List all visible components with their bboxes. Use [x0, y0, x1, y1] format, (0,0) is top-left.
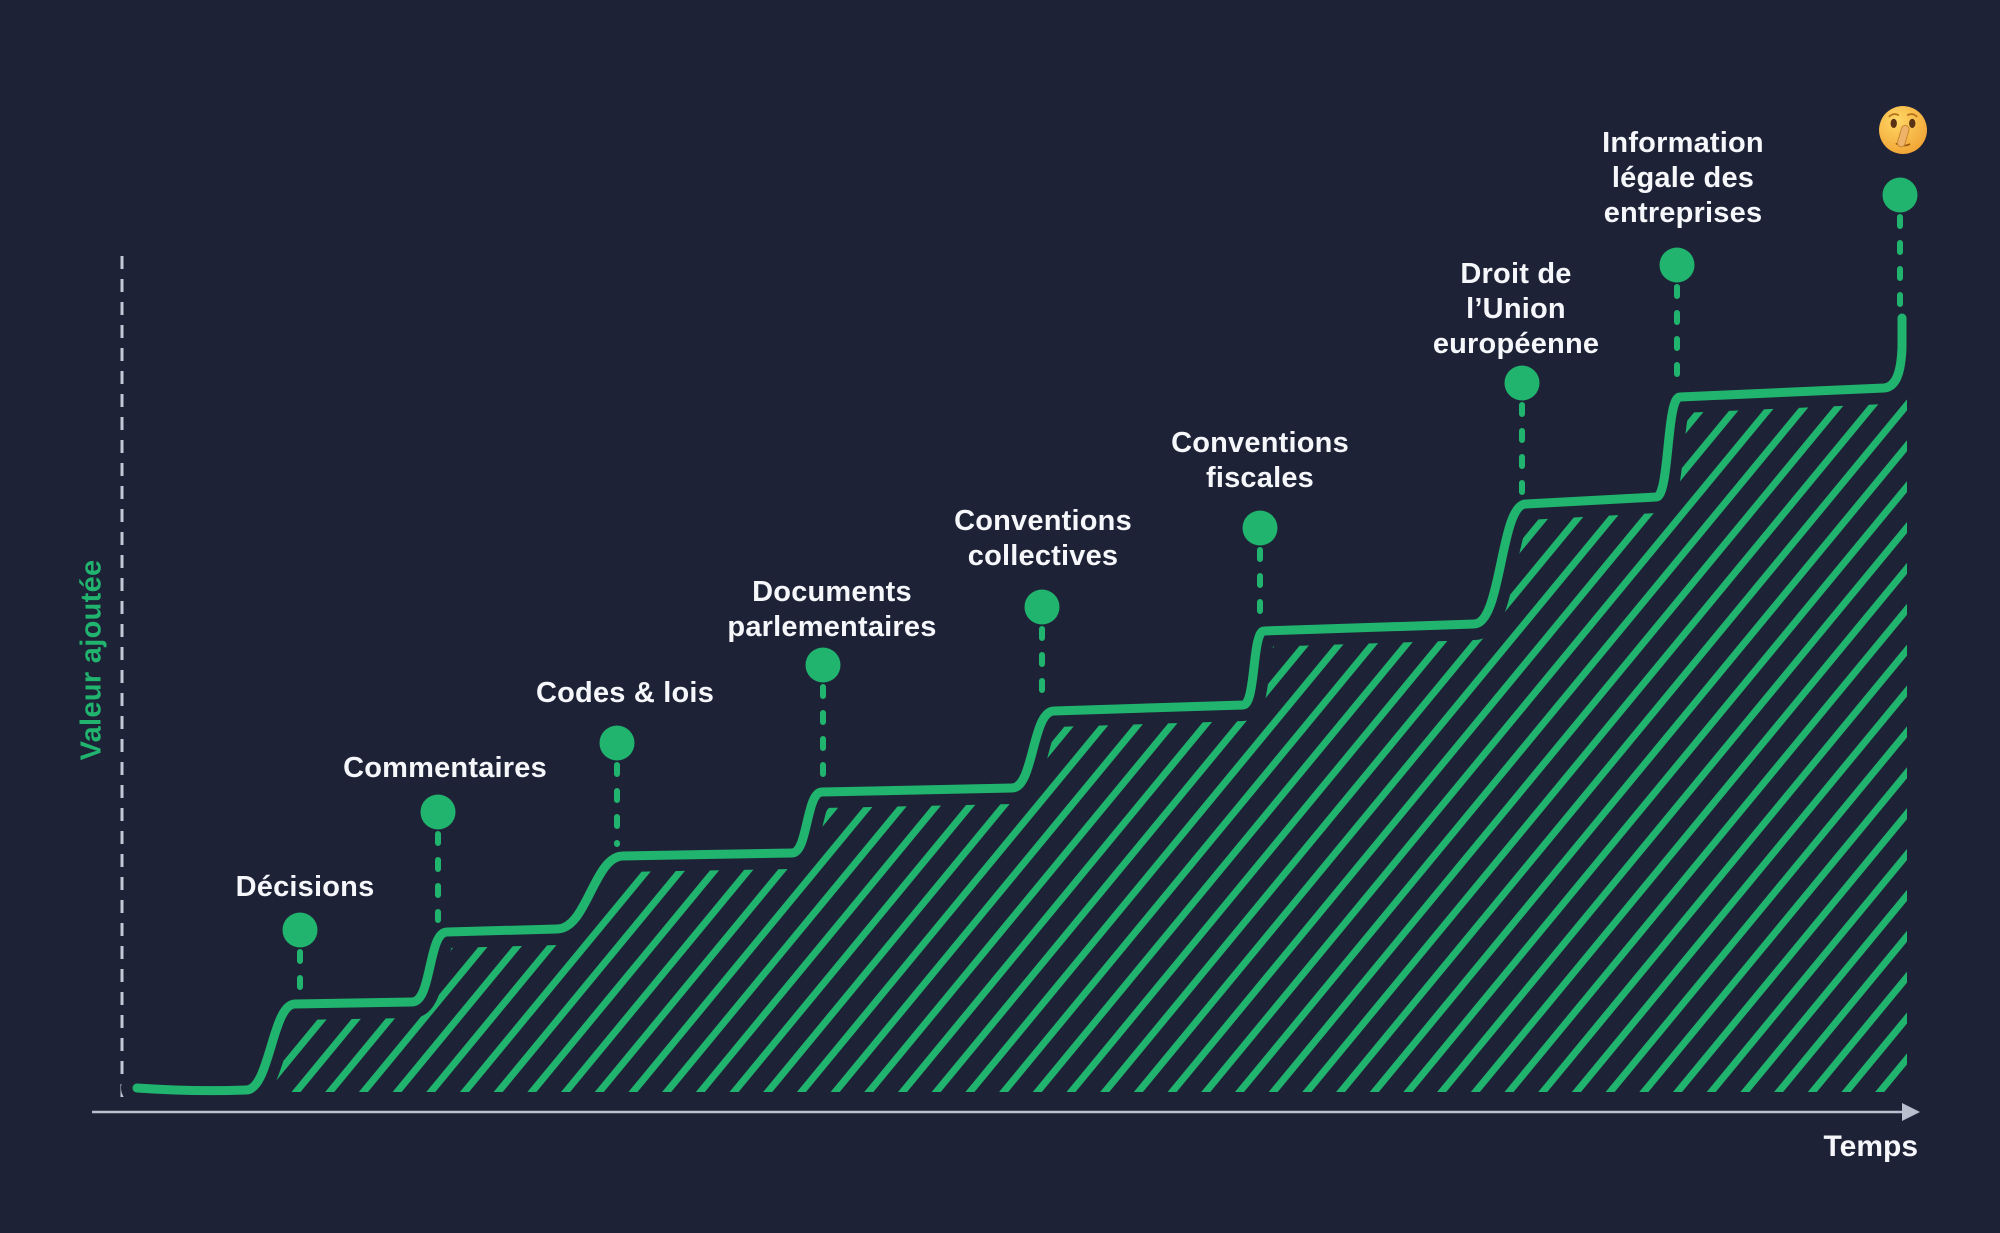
- shushing-face-emoji: [1877, 104, 1929, 156]
- milestone-dot-conventions-fiscales: [1242, 510, 1278, 546]
- milestone-label-droit-union-europeenne: Droit de l’Union européenne: [1432, 258, 1600, 360]
- milestone-dot-emoji: [1882, 177, 1918, 213]
- milestone-dot-commentaires: [420, 794, 456, 830]
- milestone-dot-codes-lois: [599, 725, 635, 761]
- milestone-dots: [282, 177, 1918, 948]
- milestone-dot-droit-union-europeenne: [1504, 365, 1540, 401]
- x-axis-arrow-icon: [1902, 1103, 1920, 1121]
- y-axis-title: Valeur ajoutée: [75, 559, 108, 761]
- shushing-face-emoji-drawing: [1879, 106, 1927, 154]
- milestone-label-decisions: Décisions: [235, 871, 375, 903]
- milestone-dot-information-legale: [1659, 247, 1695, 283]
- milestone-label-commentaires: Commentaires: [343, 752, 547, 784]
- value-curve: [132, 313, 1907, 1096]
- milestone-dot-documents-parlementaires: [805, 647, 841, 683]
- milestone-dot-decisions: [282, 912, 318, 948]
- milestone-stems: [297, 214, 1903, 995]
- milestone-label-conventions-collectives: Conventions collectives: [954, 505, 1132, 572]
- milestone-label-information-legale: Information légale des entreprises: [1602, 127, 1764, 229]
- x-axis-title: Temps: [1823, 1130, 1918, 1163]
- milestone-label-codes-lois: Codes & lois: [535, 677, 715, 709]
- milestone-dot-conventions-collectives: [1024, 589, 1060, 625]
- milestone-label-conventions-fiscales: Conventions fiscales: [1171, 427, 1349, 494]
- milestone-label-documents-parlementaires: Documents parlementaires: [727, 576, 937, 643]
